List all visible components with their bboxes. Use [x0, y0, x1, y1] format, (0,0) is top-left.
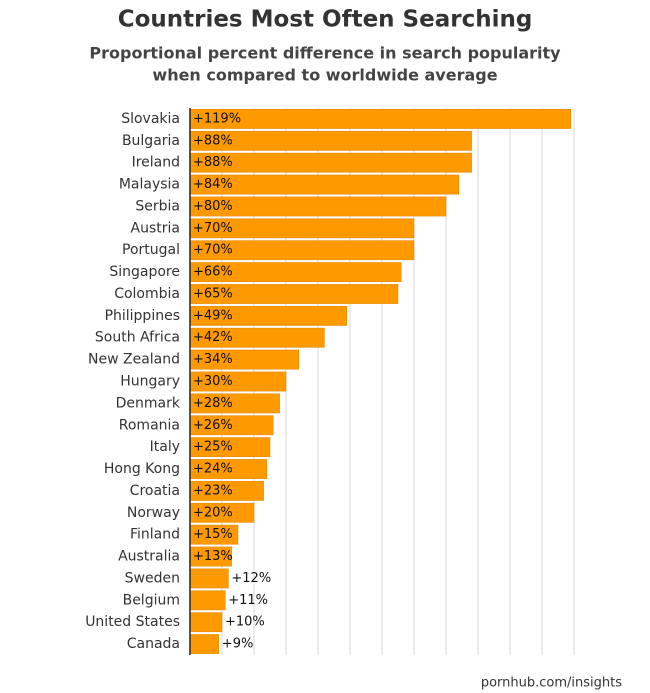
- y-tick-label: Norway: [127, 505, 180, 521]
- bar: [189, 612, 223, 633]
- value-label: +12%: [231, 571, 271, 586]
- y-tick-label: Canada: [127, 636, 180, 652]
- y-tick-label: Romania: [119, 417, 180, 433]
- value-label: +42%: [193, 330, 233, 345]
- y-tick-label: Australia: [118, 549, 180, 565]
- y-tick-label: Malaysia: [119, 177, 180, 193]
- value-label: +26%: [193, 418, 233, 433]
- value-label: +34%: [193, 352, 233, 367]
- value-label: +88%: [193, 133, 233, 148]
- chart-title: Countries Most Often Searching: [118, 7, 533, 33]
- y-tick-label: New Zealand: [88, 352, 180, 368]
- value-label: +10%: [225, 615, 265, 630]
- y-tick-label: Slovakia: [121, 111, 180, 127]
- y-tick-label: Italy: [150, 439, 180, 455]
- bar: [189, 590, 226, 611]
- y-tick-label: Bulgaria: [122, 133, 180, 149]
- value-label: +30%: [193, 374, 233, 389]
- y-tick-label: Serbia: [135, 198, 180, 214]
- value-label: +49%: [193, 308, 233, 323]
- chart-subtitle: when compared to worldwide average: [152, 66, 497, 85]
- bar: [189, 109, 572, 129]
- y-tick-label: Colombia: [114, 286, 180, 302]
- y-tick-label: Finland: [130, 527, 180, 543]
- value-label: +20%: [193, 505, 233, 520]
- y-tick-label: Hong Kong: [104, 461, 180, 477]
- value-label: +84%: [193, 177, 233, 192]
- value-label: +70%: [193, 221, 233, 236]
- chart-subtitle: Proportional percent difference in searc…: [89, 44, 561, 63]
- value-label: +15%: [193, 527, 233, 542]
- y-tick-label: Sweden: [125, 570, 180, 586]
- value-label: +66%: [193, 265, 233, 280]
- value-label: +119%: [193, 111, 241, 126]
- y-tick-label: Philippines: [105, 308, 180, 324]
- source: pornhub.com/insights: [481, 676, 622, 691]
- y-tick-label: Austria: [131, 220, 180, 236]
- value-label: +28%: [193, 396, 233, 411]
- y-tick-label: South Africa: [95, 330, 180, 346]
- value-label: +80%: [193, 199, 233, 214]
- value-label: +88%: [193, 155, 233, 170]
- value-label: +24%: [193, 462, 233, 477]
- value-label: +70%: [193, 243, 233, 258]
- value-label: +25%: [193, 440, 233, 455]
- y-tick-label: Denmark: [116, 395, 181, 411]
- value-label: +9%: [222, 637, 254, 652]
- value-label: +13%: [193, 549, 233, 564]
- y-tick-label: Croatia: [130, 483, 180, 499]
- bar: [189, 568, 229, 589]
- y-tick-label: Belgium: [123, 592, 180, 608]
- value-label: +65%: [193, 286, 233, 301]
- y-tick-label: Singapore: [109, 264, 180, 280]
- y-tick-label: Hungary: [120, 374, 180, 390]
- bar: [189, 634, 220, 654]
- y-tick-label: United States: [85, 614, 180, 630]
- value-label: +23%: [193, 483, 233, 498]
- y-tick-label: Portugal: [122, 242, 180, 258]
- value-label: +11%: [228, 593, 268, 608]
- y-tick-label: Ireland: [132, 155, 180, 171]
